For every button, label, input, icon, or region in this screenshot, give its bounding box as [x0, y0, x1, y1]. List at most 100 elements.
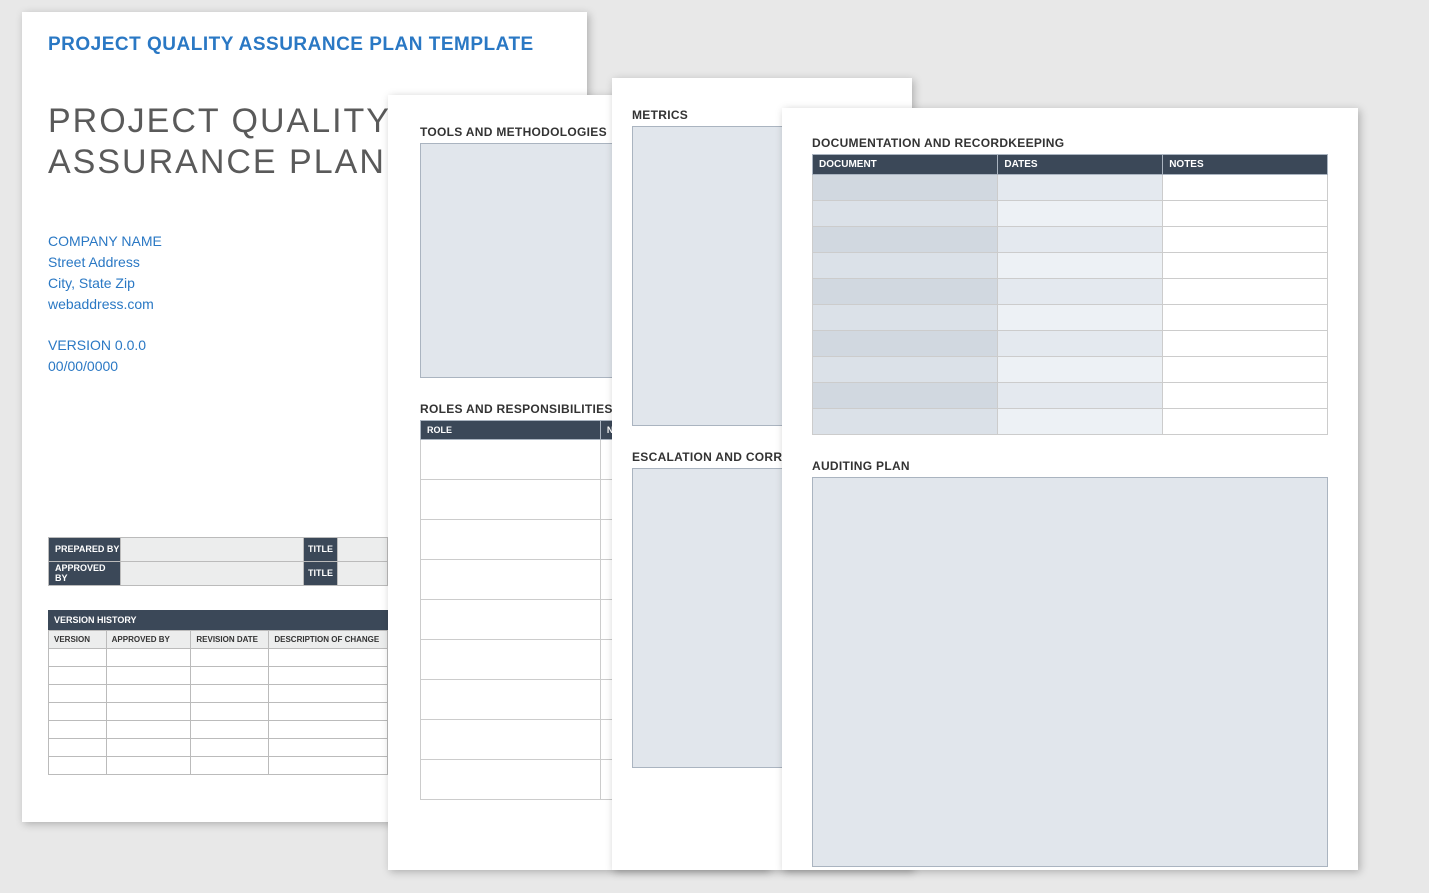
vh-cell	[269, 684, 388, 702]
approved-by-value	[121, 561, 304, 585]
title-line-1: PROJECT QUALITY	[48, 102, 391, 140]
doc-row	[813, 227, 1328, 253]
doc-cell	[998, 175, 1163, 201]
vh-row	[49, 702, 388, 720]
doc-cell	[813, 305, 998, 331]
roles-cell	[421, 480, 601, 520]
roles-col-role: ROLE	[421, 421, 601, 440]
vh-cell	[269, 666, 388, 684]
vh-col-date: REVISION DATE	[191, 630, 269, 648]
doc-row	[813, 201, 1328, 227]
doc-cell	[1163, 279, 1328, 305]
vh-cell	[49, 702, 107, 720]
doc-row	[813, 357, 1328, 383]
doc-cell	[1163, 383, 1328, 409]
doc-body	[813, 175, 1328, 435]
vh-cell	[269, 720, 388, 738]
doc-cell	[1163, 409, 1328, 435]
doc-cell	[998, 357, 1163, 383]
doc-row	[813, 175, 1328, 201]
vh-cell	[49, 756, 107, 774]
vh-row	[49, 738, 388, 756]
vh-cell	[269, 756, 388, 774]
roles-cell	[421, 600, 601, 640]
roles-cell	[421, 680, 601, 720]
vh-row	[49, 756, 388, 774]
doc-cell	[998, 409, 1163, 435]
vh-col-version: VERSION	[49, 630, 107, 648]
documentation-table: DOCUMENT DATES NOTES	[812, 154, 1328, 435]
vh-cell	[191, 720, 269, 738]
doc-cell	[1163, 331, 1328, 357]
doc-cell	[813, 201, 998, 227]
doc-cell	[813, 383, 998, 409]
vh-row	[49, 684, 388, 702]
doc-cell	[1163, 357, 1328, 383]
vh-cell	[269, 648, 388, 666]
vh-cell	[106, 666, 191, 684]
roles-cell	[421, 560, 601, 600]
vh-cell	[49, 684, 107, 702]
doc-cell	[1163, 227, 1328, 253]
doc-col-dates: DATES	[998, 155, 1163, 175]
vh-cell	[269, 738, 388, 756]
auditing-box	[812, 477, 1328, 867]
roles-cell	[421, 640, 601, 680]
roles-cell	[421, 520, 601, 560]
doc-cell	[813, 357, 998, 383]
version-history-title: VERSION HISTORY	[48, 610, 388, 630]
auditing-title: AUDITING PLAN	[812, 459, 1328, 473]
vh-col-desc: DESCRIPTION OF CHANGE	[269, 630, 388, 648]
doc-cell	[813, 227, 998, 253]
doc-row	[813, 279, 1328, 305]
vh-cell	[191, 702, 269, 720]
doc-cell	[998, 331, 1163, 357]
roles-cell	[421, 440, 601, 480]
roles-cell	[421, 720, 601, 760]
vh-col-approved: APPROVED BY	[106, 630, 191, 648]
doc-col-document: DOCUMENT	[813, 155, 998, 175]
prepared-title-value	[338, 537, 388, 561]
doc-cell	[1163, 305, 1328, 331]
vh-cell	[106, 684, 191, 702]
approved-title-label: TITLE	[304, 561, 338, 585]
prepared-title-label: TITLE	[304, 537, 338, 561]
doc-row	[813, 409, 1328, 435]
doc-cell	[998, 305, 1163, 331]
vh-body	[49, 648, 388, 774]
doc-cell	[813, 175, 998, 201]
signoff-table: PREPARED BY TITLE APPROVED BY TITLE	[48, 537, 388, 586]
doc-row	[813, 331, 1328, 357]
vh-cell	[106, 702, 191, 720]
doc-cell	[998, 383, 1163, 409]
vh-cell	[191, 684, 269, 702]
doc-cell	[998, 227, 1163, 253]
vh-cell	[106, 720, 191, 738]
vh-row	[49, 720, 388, 738]
version-history-table: VERSION APPROVED BY REVISION DATE DESCRI…	[48, 630, 388, 775]
prepared-by-label: PREPARED BY	[49, 537, 121, 561]
doc-cell	[813, 331, 998, 357]
vh-cell	[269, 702, 388, 720]
doc-cell	[998, 201, 1163, 227]
doc-cell	[998, 279, 1163, 305]
vh-cell	[49, 720, 107, 738]
doc-cell	[813, 409, 998, 435]
vh-cell	[191, 738, 269, 756]
doc-row	[813, 253, 1328, 279]
doc-cell	[813, 253, 998, 279]
doc-cell	[1163, 175, 1328, 201]
documentation-title: DOCUMENTATION AND RECORDKEEPING	[812, 136, 1328, 150]
vh-cell	[49, 648, 107, 666]
page-4: DOCUMENTATION AND RECORDKEEPING DOCUMENT…	[782, 108, 1358, 870]
doc-row	[813, 383, 1328, 409]
vh-cell	[191, 648, 269, 666]
vh-row	[49, 648, 388, 666]
title-line-2: ASSURANCE PLAN	[48, 143, 386, 181]
vh-cell	[106, 756, 191, 774]
doc-cell	[998, 253, 1163, 279]
doc-row	[813, 305, 1328, 331]
vh-cell	[106, 738, 191, 756]
approved-by-label: APPROVED BY	[49, 561, 121, 585]
roles-cell	[421, 760, 601, 800]
